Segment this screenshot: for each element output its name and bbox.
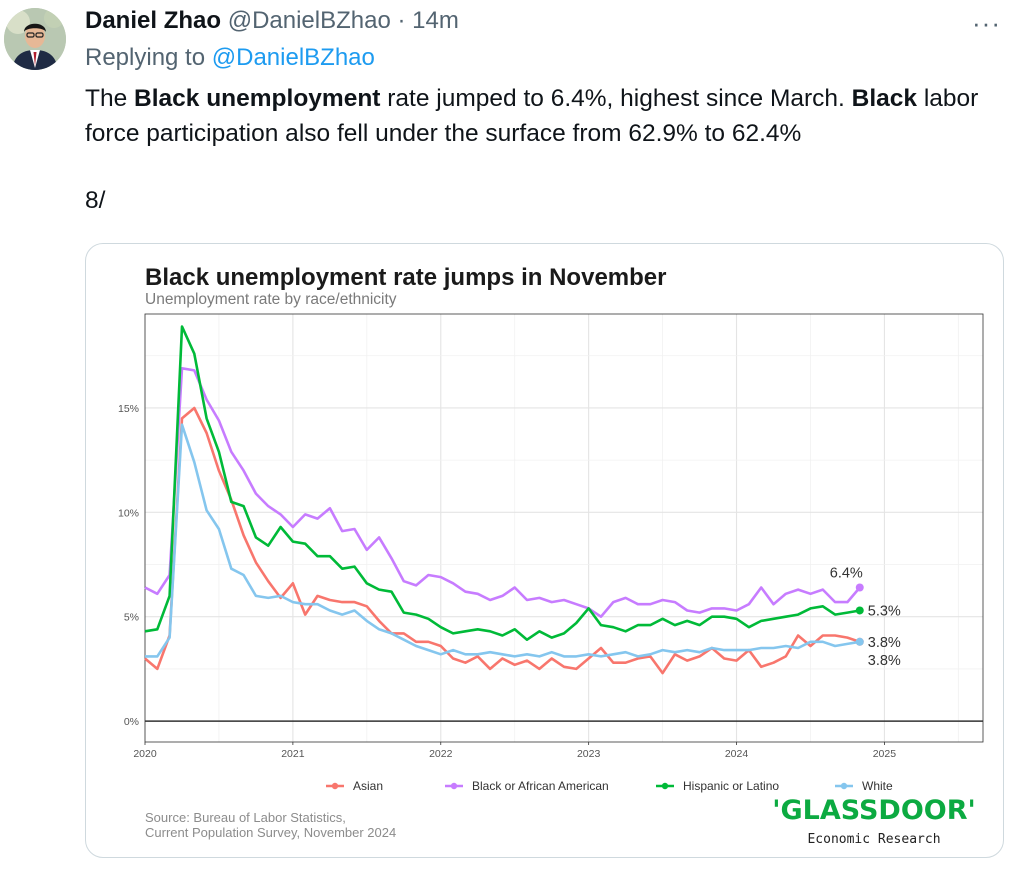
y-tick-label: 5% <box>124 612 139 624</box>
tweet-text-part: rate jumped to 6.4%, highest since March… <box>380 85 852 112</box>
x-tick-label: 2024 <box>725 748 749 760</box>
series-line-hispanic-or-latino <box>144 325 861 642</box>
author-name[interactable]: Daniel Zhao <box>85 7 222 34</box>
series-line-white <box>145 423 861 658</box>
chart-svg: Black unemployment rate jumps in Novembe… <box>118 264 984 847</box>
legend-swatch-dot <box>450 782 458 790</box>
chart-image-card[interactable]: Black unemployment rate jumps in Novembe… <box>85 243 1004 858</box>
chart-title: Black unemployment rate jumps in Novembe… <box>145 264 666 291</box>
plot-area: 0% 5% 10% 15% 2020 2021 2022 2023 2024 2025 6.4% 5.… <box>118 313 984 760</box>
source-line-2: Current Population Survey, November 2024 <box>145 825 396 840</box>
plot-border <box>144 313 984 743</box>
x-tick-label: 2025 <box>873 748 897 760</box>
glassdoor-logo-subtitle: Economic Research <box>807 832 940 847</box>
header-separator: · <box>397 7 406 34</box>
replying-to-label: Replying to <box>85 44 206 71</box>
y-tick-label: 10% <box>118 507 139 519</box>
glassdoor-logo: 'GLASSDOOR' <box>772 795 976 826</box>
legend: Asian Black or African American Hispanic o… <box>326 779 893 793</box>
avatar[interactable] <box>4 8 66 70</box>
series-end-label: 6.4% <box>830 566 863 582</box>
legend-swatch-dot <box>840 782 848 790</box>
x-tick-label: 2022 <box>429 748 453 760</box>
tweet-header: Daniel Zhao @DanielBZhao · 14m <box>85 6 459 36</box>
avatar-image <box>4 8 66 70</box>
x-tick-label: 2020 <box>133 748 157 760</box>
tweet-text-part: labor force participation also fell unde… <box>85 85 979 147</box>
author-handle[interactable]: @DanielBZhao <box>227 7 391 34</box>
thread-counter: 8/ <box>85 187 106 214</box>
more-options-button[interactable]: ··· <box>972 8 1001 38</box>
tweet-text-bold: Black <box>851 85 918 112</box>
series-end-label: 5.3% <box>868 603 901 619</box>
replying-to-handle-link[interactable]: @DanielBZhao <box>211 44 375 71</box>
x-tick-label: 2021 <box>281 748 305 760</box>
legend-label: Asian <box>353 779 383 793</box>
series-end-point <box>855 583 864 592</box>
tweet-text: The Black unemployment rate jumped to 6.… <box>85 81 1015 151</box>
series-end-label: 3.8% <box>868 635 901 651</box>
tweet-text-bold: Black unemployment <box>134 85 381 112</box>
tweet-time[interactable]: 14m <box>412 7 459 34</box>
series-end-point <box>855 606 864 615</box>
legend-label: White <box>862 779 893 793</box>
tweet-text-part: The <box>85 85 135 112</box>
legend-label: Black or African American <box>472 779 609 793</box>
y-tick-label: 15% <box>118 403 139 415</box>
replying-to: Replying to @DanielBZhao <box>85 44 375 72</box>
legend-label: Hispanic or Latino <box>683 779 779 793</box>
source-line-1: Source: Bureau of Labor Statistics, <box>145 810 346 825</box>
chart-subtitle: Unemployment rate by race/ethnicity <box>145 291 397 308</box>
series-line-black-or-african-american <box>144 367 861 619</box>
legend-swatch-dot <box>661 782 669 790</box>
series-end-label: 3.8% <box>868 653 901 669</box>
series-end-point <box>855 637 864 646</box>
legend-swatch-dot <box>331 782 339 790</box>
y-tick-label: 0% <box>124 716 139 728</box>
series-line-asian <box>144 406 861 675</box>
x-tick-label: 2023 <box>577 748 601 760</box>
